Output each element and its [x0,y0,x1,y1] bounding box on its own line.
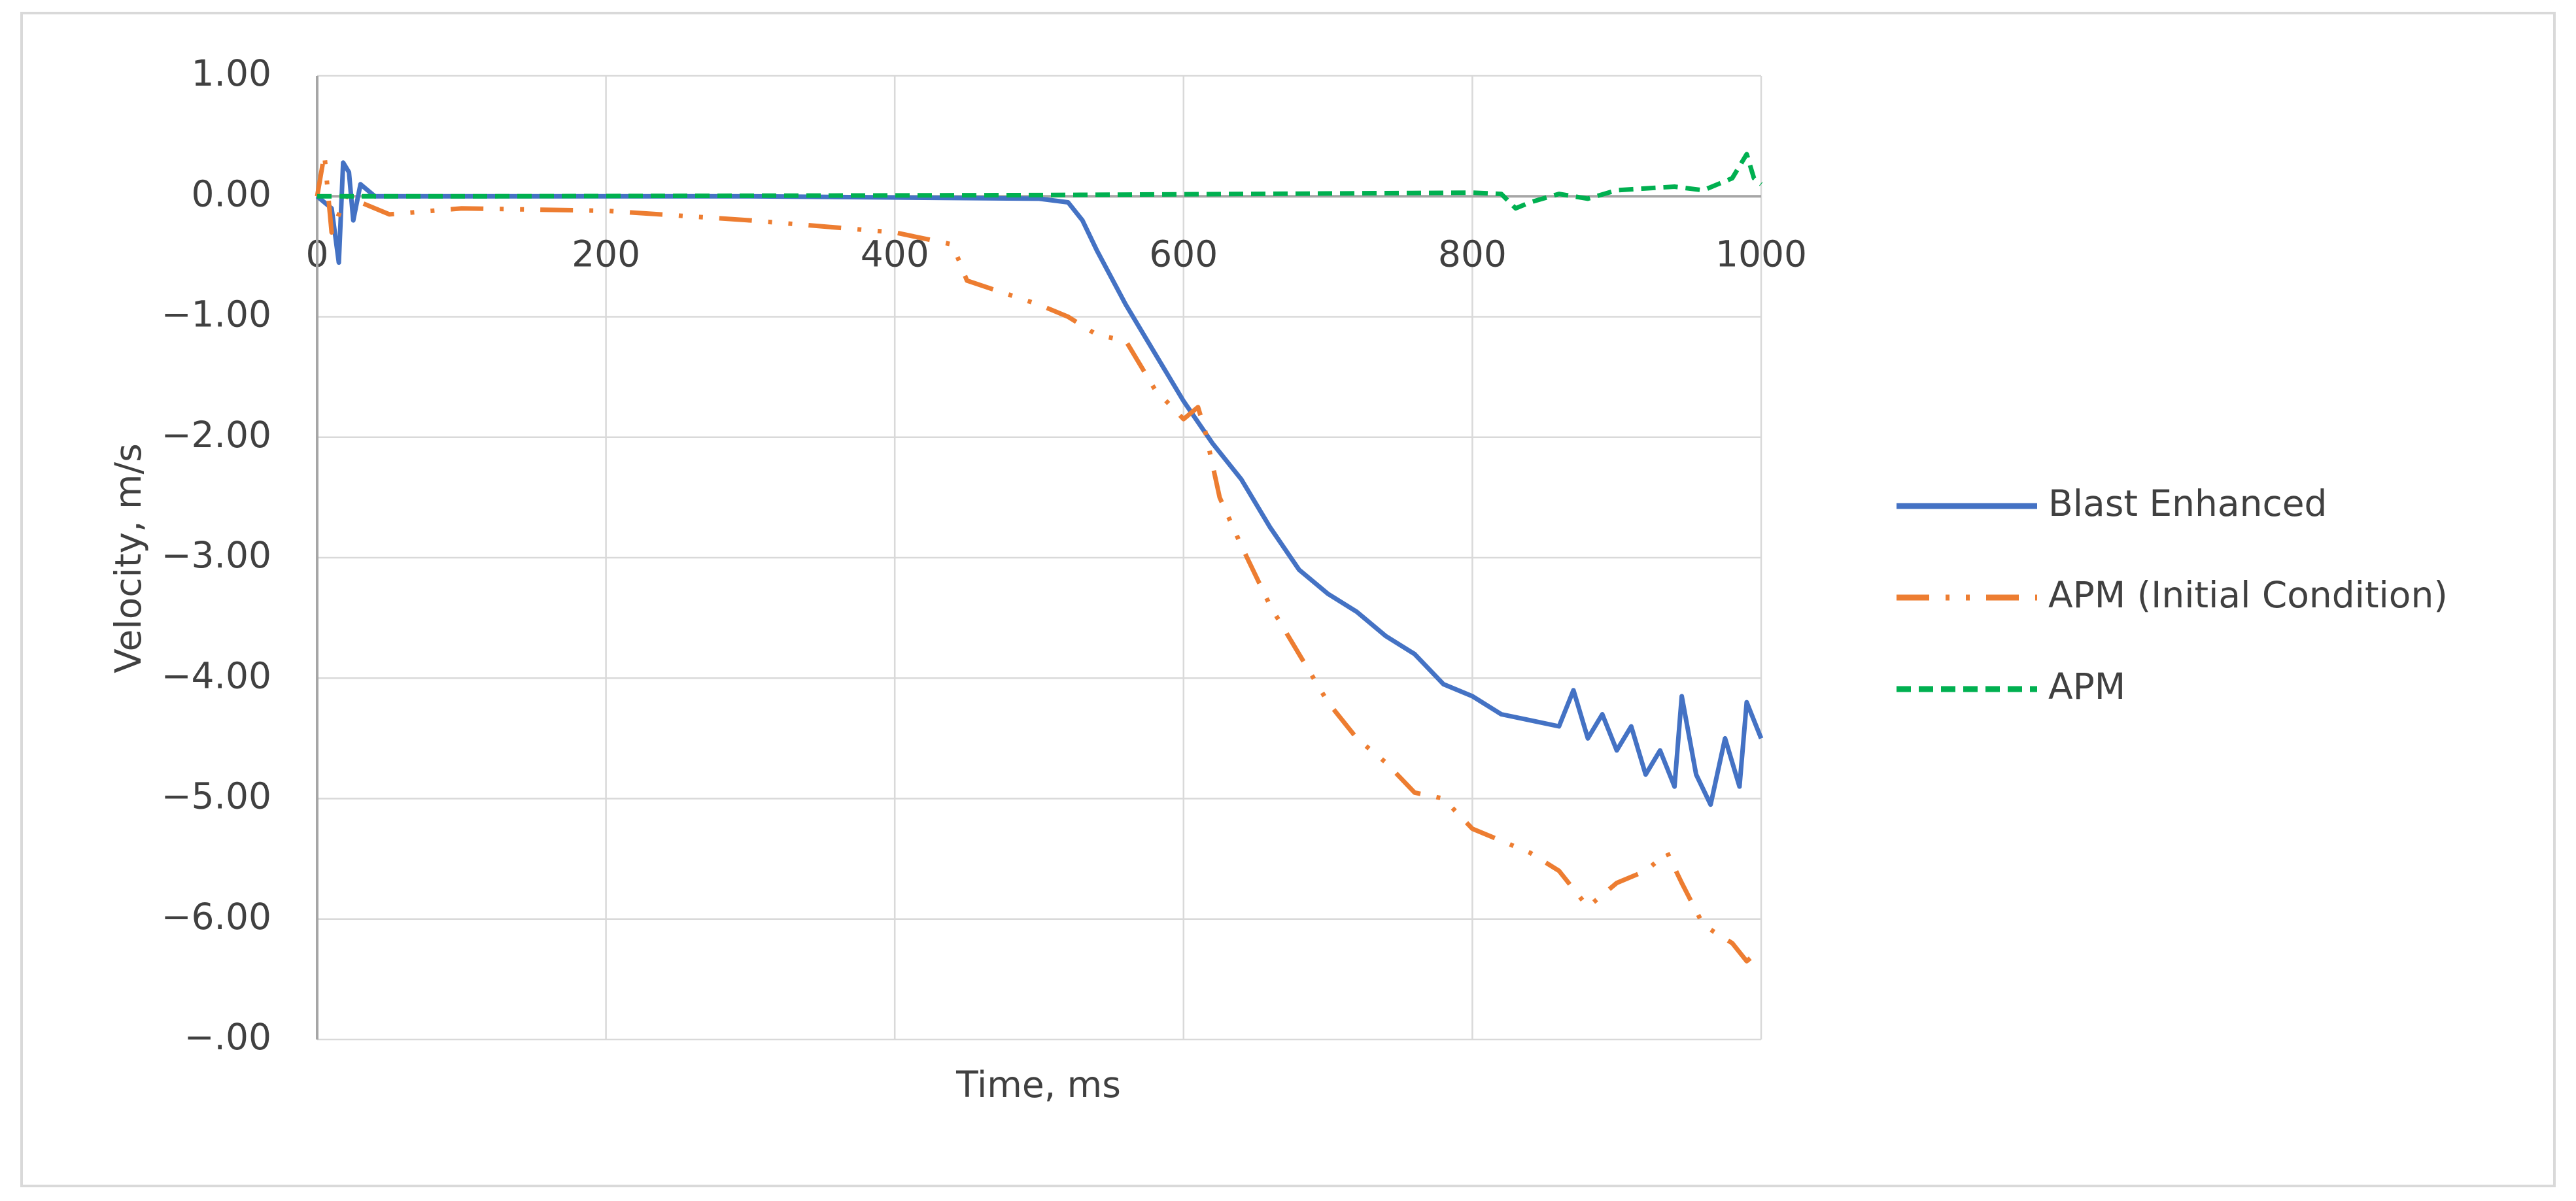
y-tick-label: −1.00 [161,294,271,335]
y-tick-label: −2.00 [161,414,271,456]
x-axis-title: Time, ms [955,1064,1121,1106]
legend-label: APM (Initial Condition) [2048,574,2448,616]
data-line [317,152,1763,211]
chart-frame [20,12,2556,1187]
y-axis-title: Velocity, m/s [107,443,149,673]
x-tick-label: 1000 [1715,233,1807,275]
data-line [315,160,1764,807]
x-tick-label: 800 [1438,233,1507,275]
y-tick-label: −3.00 [161,534,271,576]
y-tick-label: 0.00 [192,173,271,214]
y-tick-label: −6.00 [161,896,271,938]
legend-label: APM [2048,666,2125,707]
x-tick-label: 600 [1149,233,1218,275]
y-tick-label: −5.00 [161,775,271,817]
data-line [315,152,1763,964]
x-tick-label: 200 [572,233,640,275]
legend-label: Blast Enhanced [2048,482,2327,524]
y-tick-label: −.00 [184,1016,271,1058]
y-tick-label: −4.00 [161,654,271,696]
y-tick-label: 1.00 [192,52,271,94]
x-tick-label: 400 [861,233,929,275]
